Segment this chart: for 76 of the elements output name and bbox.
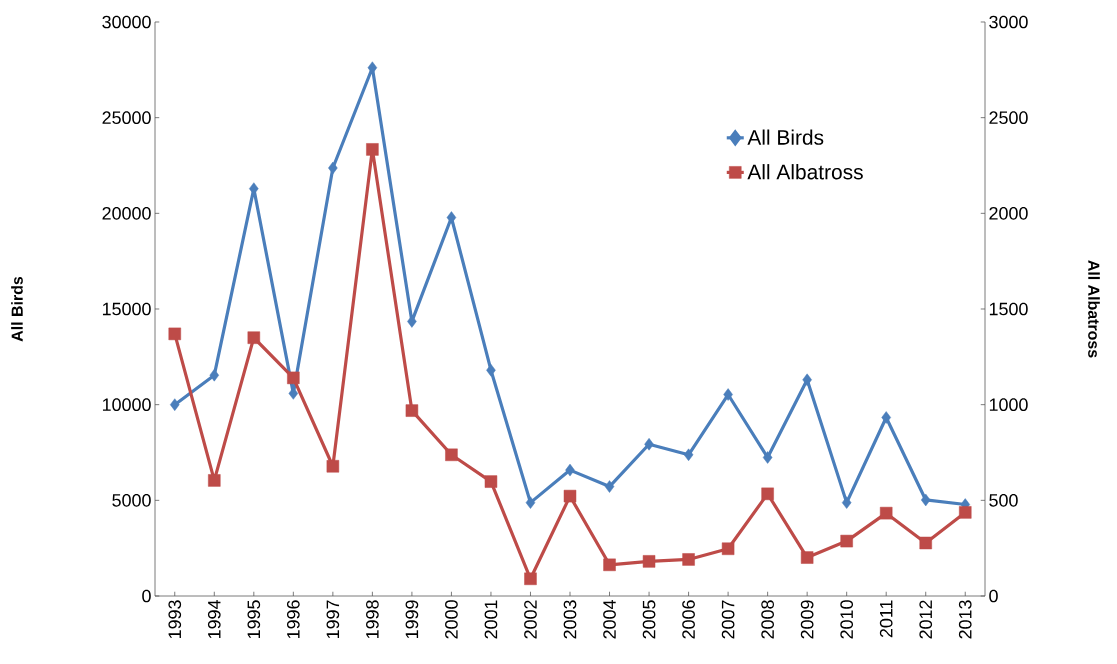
y-axis-title: All Birds <box>11 276 23 342</box>
point <box>287 371 300 385</box>
x-tick-label: 2004 <box>603 600 616 639</box>
point <box>762 451 773 464</box>
point <box>168 327 181 341</box>
y2-tick-label: 500 <box>989 493 1018 507</box>
point <box>366 143 379 156</box>
point <box>721 542 735 555</box>
y-tick-label: 15000 <box>102 302 151 316</box>
x-tick-label: 1999 <box>405 600 419 639</box>
x-tick-label: 1997 <box>326 600 340 639</box>
point <box>644 438 654 451</box>
point <box>642 555 656 568</box>
y2-tick-label: 1000 <box>989 398 1028 412</box>
point <box>682 553 695 566</box>
x-tick-label: 2006 <box>682 600 695 639</box>
point <box>841 496 852 509</box>
point <box>525 496 536 509</box>
point <box>170 398 180 411</box>
point <box>247 331 261 344</box>
legend-label: All Birds <box>747 129 824 145</box>
x-tick-label: 1998 <box>366 600 379 639</box>
y-tick-label: 25000 <box>102 111 151 125</box>
point <box>881 411 891 424</box>
y-tick-label: 10000 <box>102 398 151 412</box>
point <box>879 506 893 520</box>
y-tick-label: 0 <box>142 589 151 603</box>
point <box>603 558 616 572</box>
point <box>209 368 220 382</box>
x-tick-label: 2002 <box>524 600 537 639</box>
x-tick-label: 1996 <box>286 600 300 639</box>
y-tick-label: 30000 <box>102 15 151 29</box>
x-tick-label: 2011 <box>879 600 893 638</box>
x-tick-label: 2005 <box>642 600 656 639</box>
y2-tick-label: 2000 <box>989 206 1028 220</box>
point <box>800 551 814 564</box>
y-tick-label: 20000 <box>102 206 151 220</box>
x-tick-label: 2000 <box>445 600 458 639</box>
point <box>328 161 338 175</box>
y2-tick-label: 3000 <box>989 15 1028 29</box>
x-tick-label: 2003 <box>563 600 577 639</box>
y2-tick-label: 1500 <box>989 302 1028 316</box>
point <box>524 572 537 586</box>
point <box>405 404 419 417</box>
point <box>920 493 931 507</box>
point <box>840 534 853 548</box>
x-tick-label: 2007 <box>721 600 735 639</box>
point <box>208 474 221 487</box>
x-tick-label: 2010 <box>840 600 854 639</box>
point <box>604 480 615 493</box>
point <box>446 211 457 224</box>
point <box>326 460 340 473</box>
point <box>486 364 496 377</box>
legend-label: All Albatross <box>747 164 863 180</box>
x-tick-label: 1995 <box>247 600 261 639</box>
x-tick-label: 2009 <box>800 600 814 639</box>
x-tick-label: 1994 <box>207 600 221 639</box>
y2-tick-label: 0 <box>989 589 998 603</box>
point <box>484 475 498 488</box>
point <box>723 388 733 401</box>
point <box>683 448 694 462</box>
x-tick-label: 2008 <box>761 600 774 639</box>
x-tick-label: 2013 <box>958 600 972 639</box>
y2-axis-title: All Albatross <box>1088 260 1100 358</box>
point <box>802 373 812 387</box>
y2-tick-label: 2500 <box>989 111 1028 125</box>
point <box>563 489 577 503</box>
x-tick-label: 2001 <box>484 600 498 639</box>
point <box>959 506 972 519</box>
x-tick-label: 2012 <box>919 600 933 639</box>
point <box>565 463 575 477</box>
x-tick-label: 1993 <box>168 600 182 639</box>
y-tick-label: 5000 <box>112 493 151 507</box>
point <box>761 487 774 501</box>
point <box>919 536 932 550</box>
point <box>445 448 458 462</box>
